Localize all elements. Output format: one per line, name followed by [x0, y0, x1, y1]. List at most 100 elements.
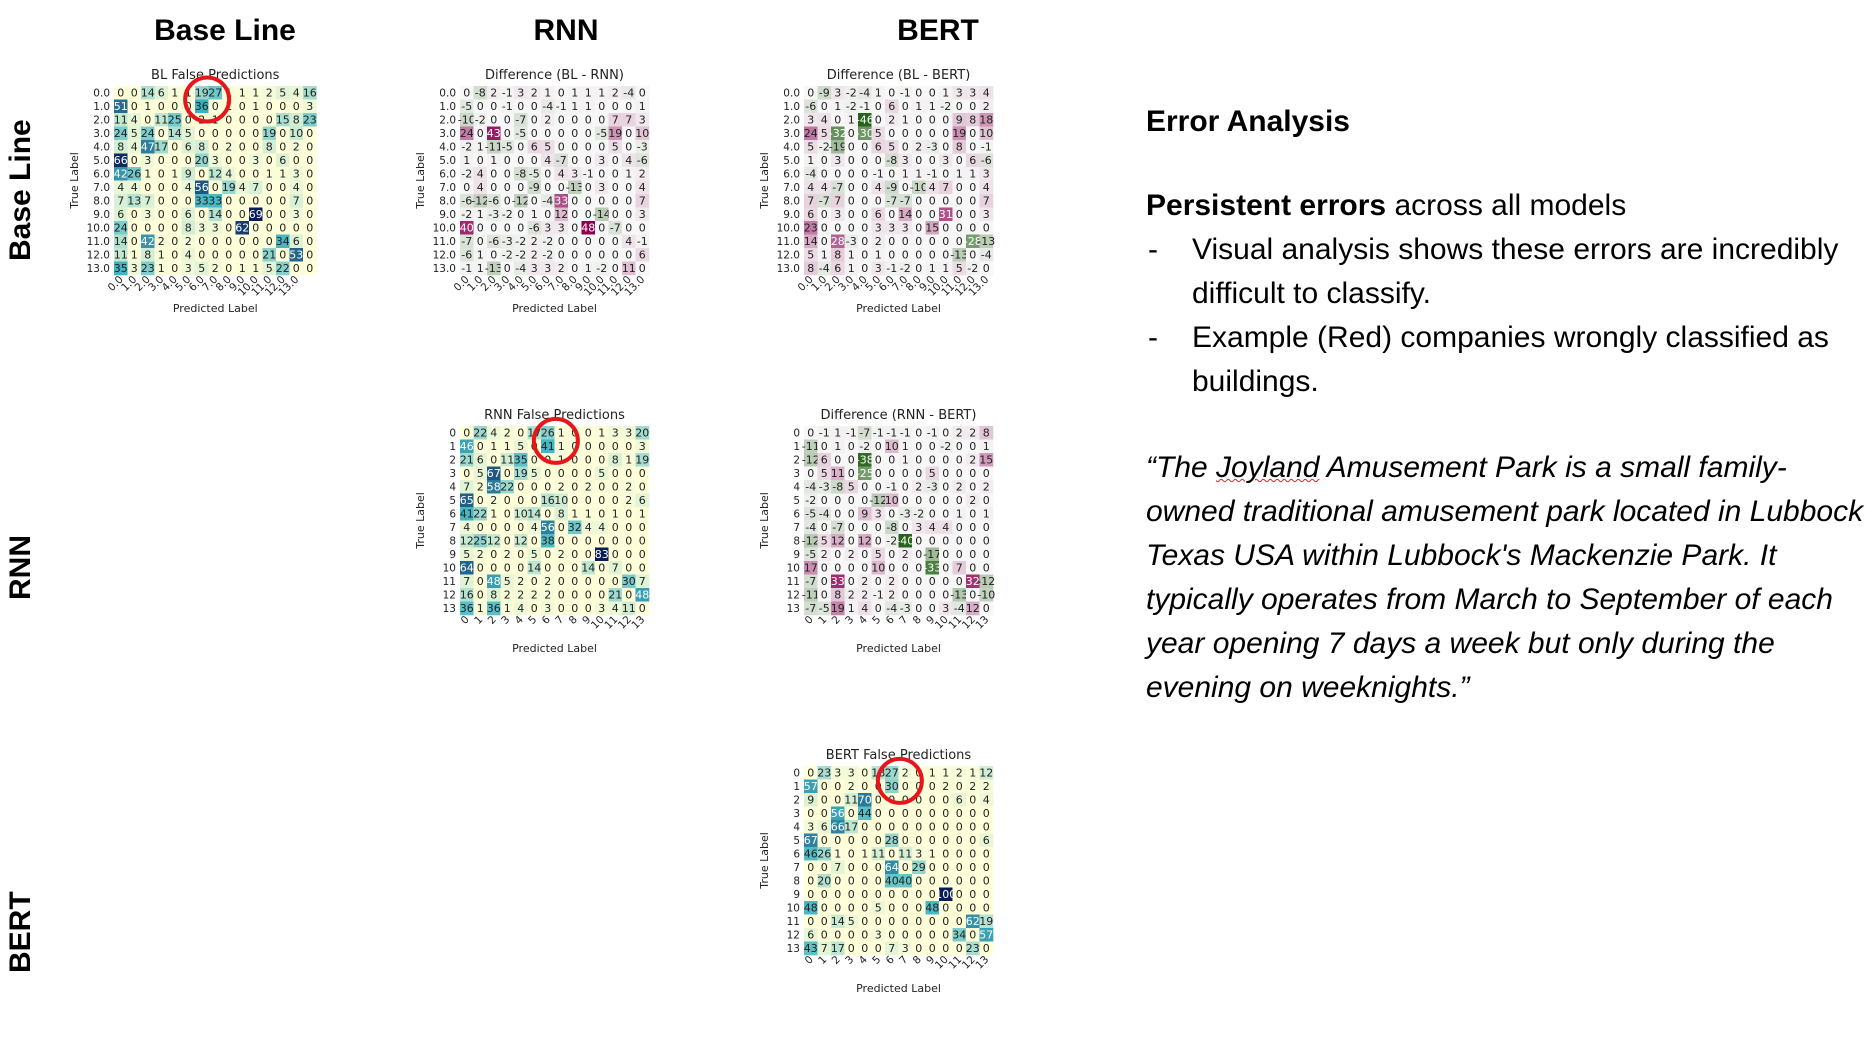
heatmap-cell	[966, 779, 980, 794]
cell-value: 0	[544, 481, 551, 494]
heatmap-cell	[222, 221, 236, 235]
cell-value: 0	[558, 114, 565, 127]
cell-value: -1	[583, 168, 594, 181]
cell-value: 0	[875, 834, 882, 847]
cell-value: 8	[969, 114, 976, 127]
cell-value: -3	[846, 235, 857, 248]
cell-value: 1	[807, 154, 814, 167]
cell-value: 0	[558, 467, 565, 480]
heatmap-cell	[939, 833, 953, 848]
cell-value: -2	[913, 508, 924, 521]
heatmap-cell	[622, 466, 636, 481]
cell-value: 0	[848, 834, 855, 847]
heatmap-cell	[804, 887, 818, 902]
heatmap-cell	[608, 248, 623, 262]
heatmap-cell	[925, 453, 940, 467]
heatmap-cell	[487, 113, 501, 127]
cell-value: 0	[929, 208, 936, 221]
y-tick-label: 4	[793, 821, 800, 833]
heatmap-cell	[208, 207, 223, 222]
heatmap-cell	[939, 793, 953, 807]
cell-value: 0	[612, 521, 619, 534]
cell-value: 0	[625, 508, 632, 521]
cell-value: 0	[983, 821, 990, 834]
heatmap-cell	[831, 180, 845, 195]
heatmap-cell	[952, 221, 967, 235]
heatmap-cell	[487, 466, 501, 481]
cell-value: 0	[585, 427, 592, 440]
cell-value: 0	[571, 454, 578, 467]
heatmap-cell	[885, 588, 899, 602]
heatmap-cell	[831, 194, 845, 208]
cell-value: 0	[821, 807, 828, 820]
heatmap-cell	[622, 561, 636, 575]
heatmap-cell	[635, 493, 650, 508]
heatmap-cell	[622, 520, 636, 535]
heatmap-cell	[635, 221, 650, 235]
cell-value: 1	[915, 100, 922, 113]
heatmap-cell	[500, 261, 515, 276]
heatmap-cell	[608, 234, 623, 249]
heatmap-cell	[871, 207, 886, 222]
cell-value: 4	[929, 521, 936, 534]
heatmap-cell	[608, 439, 623, 454]
heatmap-cell	[844, 820, 859, 834]
heatmap-cell	[554, 113, 569, 127]
heatmap-cell	[831, 860, 845, 875]
heatmap-cell	[952, 140, 967, 154]
heatmap-cell	[871, 99, 886, 114]
cell-value: 62	[235, 222, 249, 235]
y-tick-label: 10	[787, 902, 800, 914]
heatmap-cell	[289, 86, 304, 100]
cell-value: 8	[612, 454, 619, 467]
heatmap-cell	[581, 534, 596, 548]
cell-value: 0	[956, 222, 963, 235]
heatmap-cell	[581, 261, 596, 276]
cell-value: 1	[639, 100, 646, 113]
heatmap-cell	[527, 140, 542, 154]
x-tick-label: 4	[857, 613, 870, 626]
cell-value: 5	[929, 467, 936, 480]
heatmap-cell	[527, 113, 542, 127]
heatmap-cell	[804, 86, 818, 100]
cell-value: 6	[158, 87, 165, 100]
heatmap-cell	[912, 126, 926, 141]
heatmap-cell	[858, 234, 872, 249]
cell-value: 7	[612, 114, 619, 127]
heatmap-cell	[514, 167, 528, 181]
heatmap-cell	[168, 113, 182, 127]
y-tick-label: 9.0	[93, 209, 110, 221]
cell-value: 0	[983, 942, 990, 955]
heatmap-cell	[817, 153, 832, 168]
heatmap-cell	[898, 534, 913, 548]
cell-value: 0	[131, 100, 138, 113]
cell-value: -6	[461, 195, 472, 208]
cell-value: 17	[804, 562, 818, 575]
cell-value: 6	[477, 454, 484, 467]
cell-value: 0	[239, 127, 246, 140]
heatmap-cell	[554, 248, 569, 262]
cell-value: 0	[531, 454, 538, 467]
cell-value: 1	[144, 100, 151, 113]
heatmap-cell	[898, 507, 913, 521]
heatmap-cell	[527, 167, 542, 181]
heatmap-cell	[844, 234, 859, 249]
cell-value: 14	[168, 127, 182, 140]
heatmap-cell	[925, 167, 940, 181]
heatmap-cell	[966, 426, 980, 440]
cell-value: 0	[807, 861, 814, 874]
cell-value: 3	[212, 154, 219, 167]
y-axis-label: True Label	[68, 152, 81, 210]
cell-value: -1	[981, 141, 992, 154]
cell-value: -2	[461, 208, 472, 221]
cell-value: 2	[902, 767, 909, 780]
heatmap-cell	[500, 248, 515, 262]
cell-value: 0	[929, 780, 936, 793]
heatmap-cell	[844, 547, 859, 562]
cell-value: 0	[279, 208, 286, 221]
cell-value: 0	[504, 168, 511, 181]
cell-value: -7	[859, 427, 870, 440]
heatmap-cell	[885, 874, 899, 888]
cell-value: -1	[873, 427, 884, 440]
heatmap-cell	[500, 113, 515, 127]
